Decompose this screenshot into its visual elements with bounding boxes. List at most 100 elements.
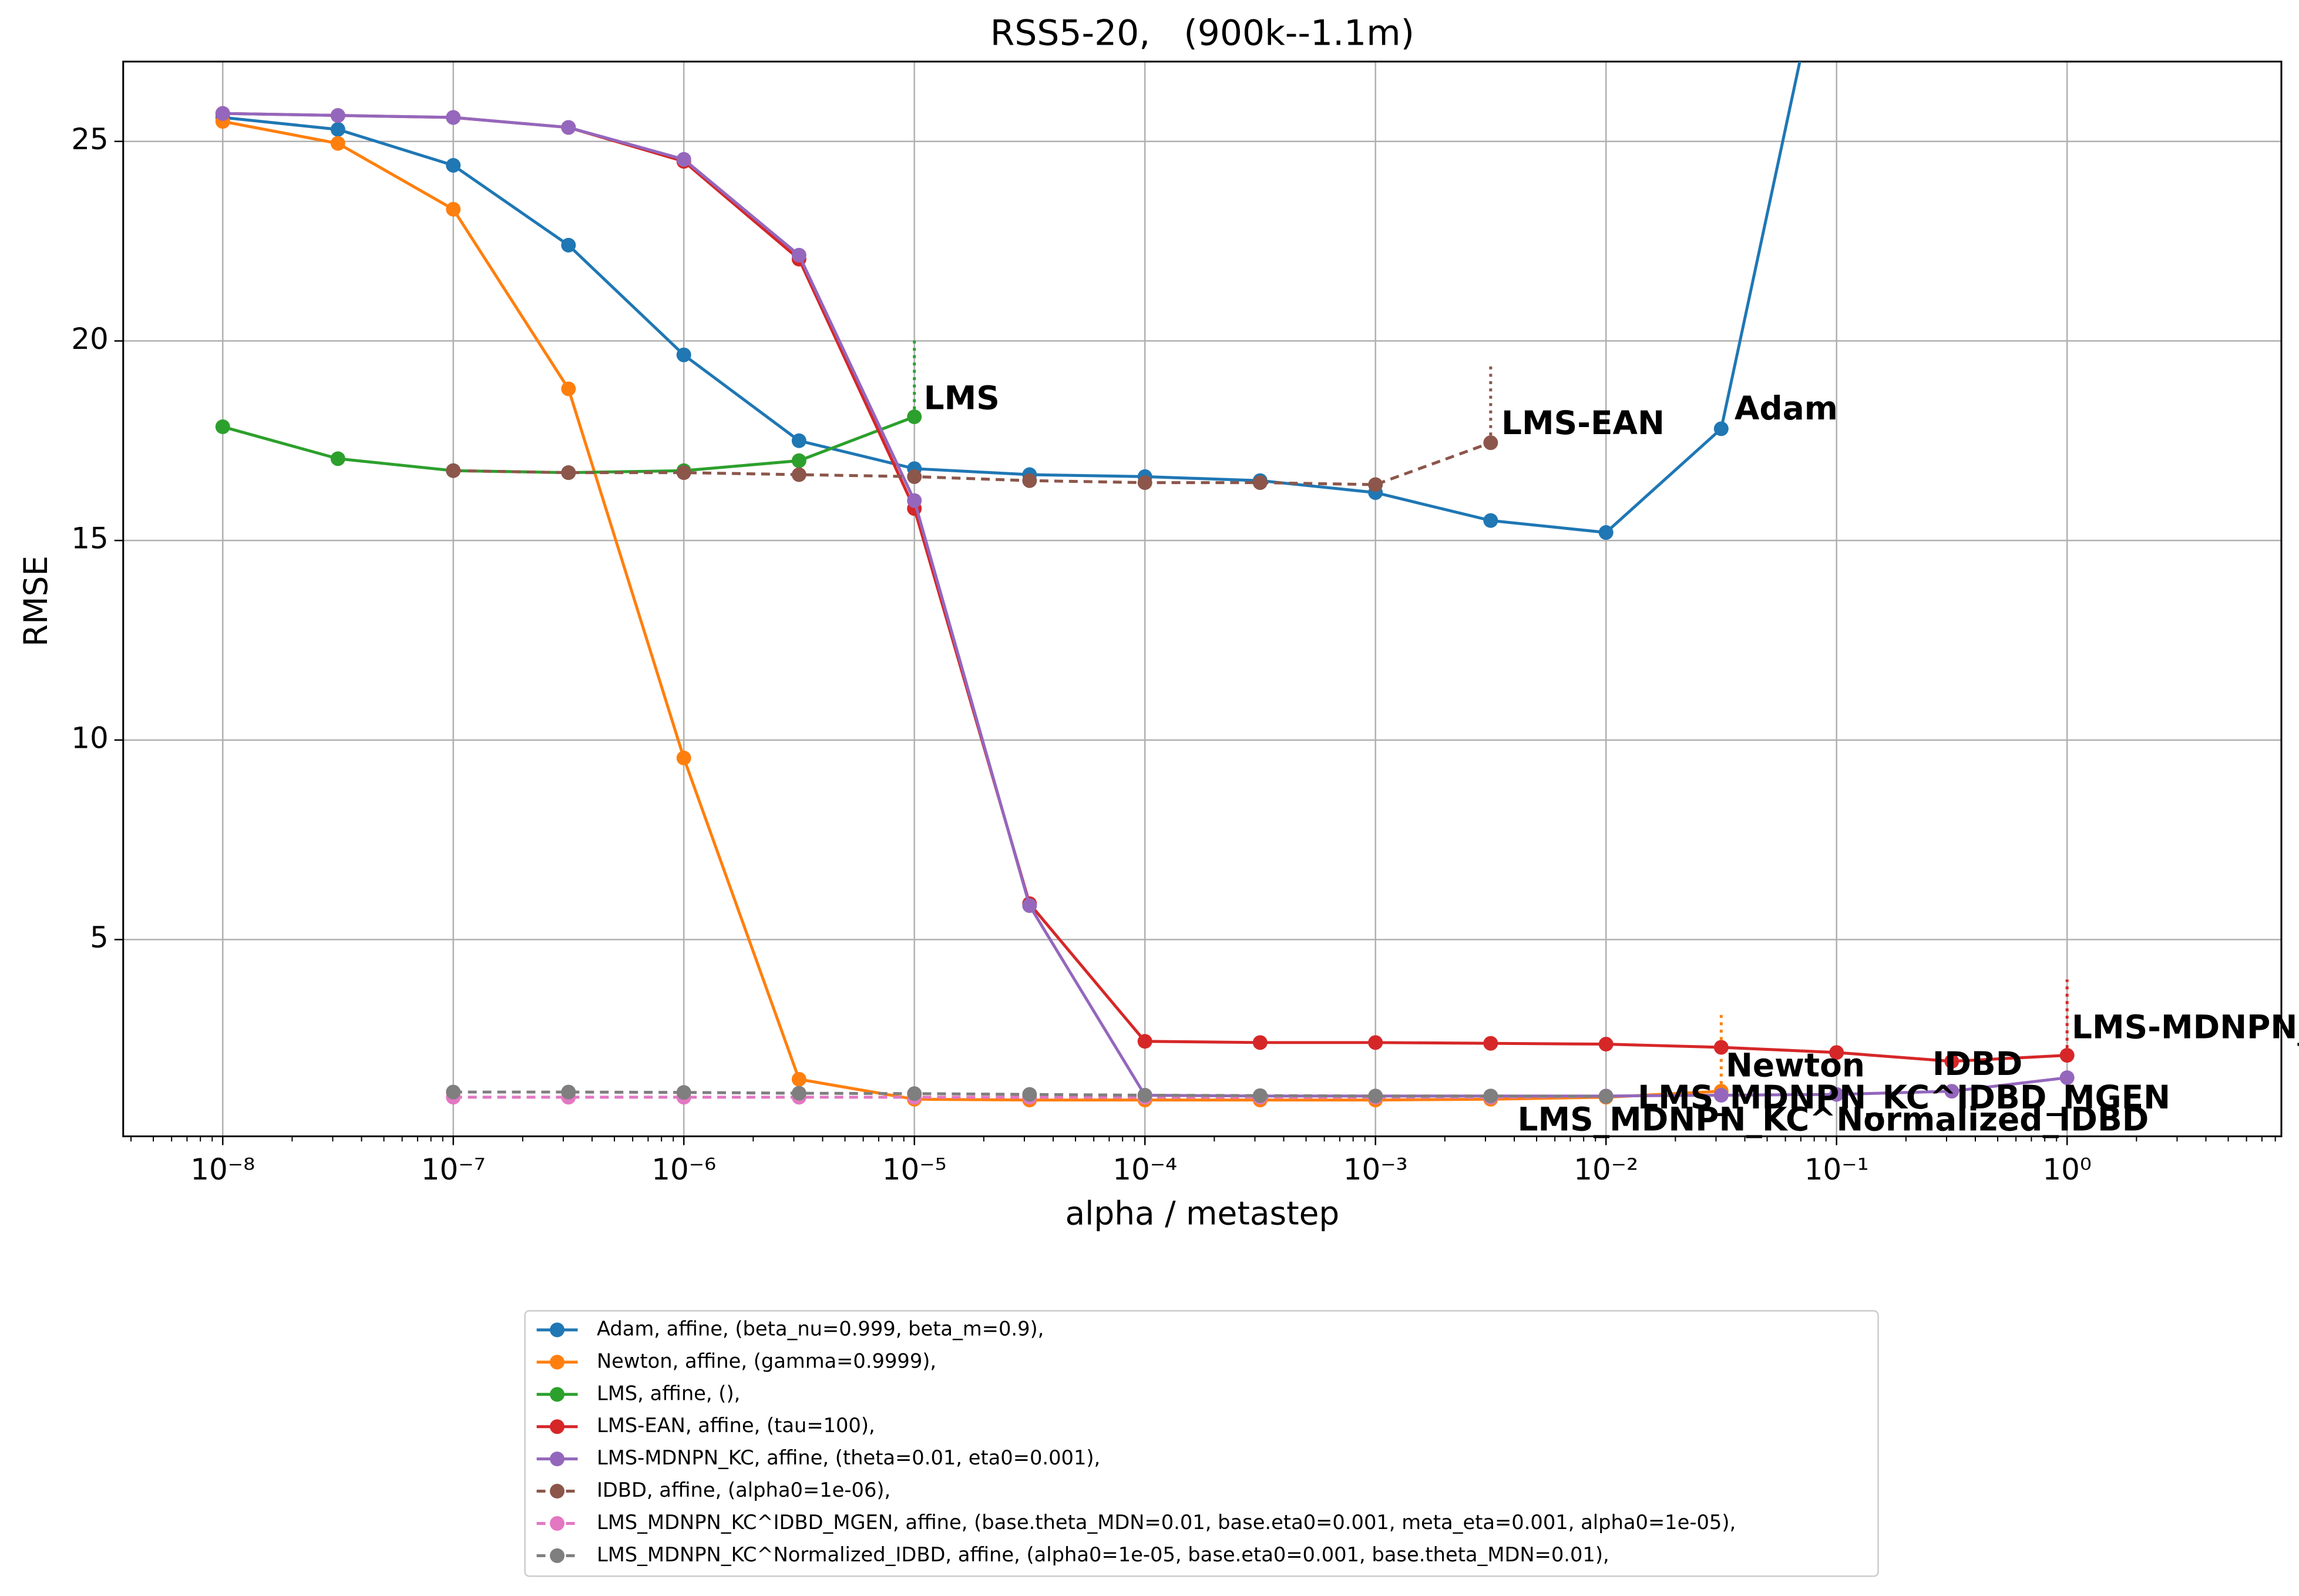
data-point [1252,475,1268,490]
data-point [907,1086,922,1101]
data-point [330,136,345,151]
y-tick-label: 15 [71,522,109,556]
data-point [1483,1036,1498,1051]
data-point [676,347,691,362]
legend-marker [550,1387,565,1402]
chart-title: RSS5-20, (900k--1.1m) [990,13,1414,54]
legend-label: IDBD, affine, (alpha0=1e-06), [597,1479,890,1501]
data-point [1483,1088,1498,1104]
data-point [676,152,691,167]
data-point [1829,1087,1844,1102]
data-point [330,108,345,123]
data-point [1598,1037,1614,1052]
series-line [222,61,1801,535]
data-point [561,381,576,397]
series-line [222,120,1722,1102]
data-point [791,467,806,482]
data-point [1598,525,1614,540]
legend-marker [550,1548,565,1563]
data-point [561,465,576,481]
series-annotation: Adam [1735,389,1838,427]
data-point [446,463,461,478]
data-point [1022,1087,1037,1102]
data-point [1368,1035,1383,1050]
data-point [1944,1084,1959,1099]
data-point [561,237,576,253]
data-point [1137,1088,1152,1103]
data-point [215,419,230,434]
data-point [1022,473,1037,488]
x-tick-label: 10⁻⁵ [882,1153,947,1187]
y-tick-label: 25 [71,122,109,156]
x-tick-label: 10⁻² [1574,1153,1638,1187]
data-point [446,110,461,125]
legend-marker [550,1322,565,1338]
data-point [791,453,806,468]
data-point [907,493,922,508]
data-point [676,1085,691,1100]
legend-label: Adam, affine, (beta_nu=0.999, beta_m=0.9… [597,1317,1044,1340]
legend-label: LMS-MDNPN_KC, affine, (theta=0.01, eta0=… [597,1446,1100,1469]
data-point [1252,1088,1268,1103]
x-tick-label: 10⁻¹ [1804,1153,1869,1187]
series-annotation: IDBD [1932,1045,2022,1083]
data-point [446,1084,461,1100]
data-point [791,433,806,448]
y-axis-label: RMSE [17,556,55,647]
plot-frame [122,61,2283,1137]
plot-area [215,61,2075,1108]
data-point [1829,1045,1844,1060]
data-point [1944,1054,1959,1069]
data-point [1022,898,1037,913]
data-point [330,122,345,137]
data-point [2059,1070,2075,1086]
legend-marker [550,1355,565,1370]
series-line [453,441,1491,486]
legend-box [524,1310,1879,1577]
data-point [791,1086,806,1101]
x-tick-label: 10⁻⁴ [1112,1153,1177,1187]
legend-marker [550,1451,565,1467]
data-point [1713,1040,1729,1055]
data-point [907,469,922,484]
series-annotation: LMS-EAN [1501,404,1665,442]
y-tick-label: 10 [71,721,109,755]
x-tick-label: 10⁰ [2042,1153,2092,1187]
data-point [1368,1088,1383,1104]
data-point [330,451,345,466]
data-point [676,465,691,481]
data-point [1713,421,1729,436]
x-tick-label: 10⁻⁶ [651,1153,716,1187]
legend-label: Newton, affine, (gamma=0.9999), [597,1349,936,1372]
y-tick-label: 20 [71,322,109,356]
data-point [791,1071,806,1087]
data-point [446,158,461,173]
series-annotation: LMS [924,379,1000,417]
legend-marker [550,1516,565,1531]
data-point [1368,477,1383,492]
data-point [561,120,576,135]
data-point [1137,475,1152,490]
data-point [1483,513,1498,528]
data-point [1713,1088,1729,1103]
y-tick-label: 5 [90,920,109,955]
data-point [561,1084,576,1100]
legend-label: LMS_MDNPN_KC^Normalized_IDBD, affine, (a… [597,1543,1609,1566]
x-axis-label: alpha / metastep [1065,1194,1339,1232]
x-tick-label: 10⁻³ [1343,1153,1408,1187]
data-point [791,247,806,263]
data-point [676,750,691,765]
data-point [1137,1034,1152,1049]
data-point [446,201,461,217]
data-point [1252,1035,1268,1050]
legend-label: LMS, affine, (), [597,1382,740,1405]
legend-marker [550,1419,565,1434]
series-annotation: LMS-MDNPN_KC [2072,1008,2299,1046]
series-annotation: LMS_MDNPN_KC^IDBD_MGEN [1638,1078,2170,1116]
x-tick-label: 10⁻⁸ [190,1153,255,1187]
series-annotation: LMS_MDNPN_KC^Normalized_IDBD [1518,1101,2149,1138]
legend-label: LMS-EAN, affine, (tau=100), [597,1414,875,1437]
data-point [1598,1089,1614,1104]
